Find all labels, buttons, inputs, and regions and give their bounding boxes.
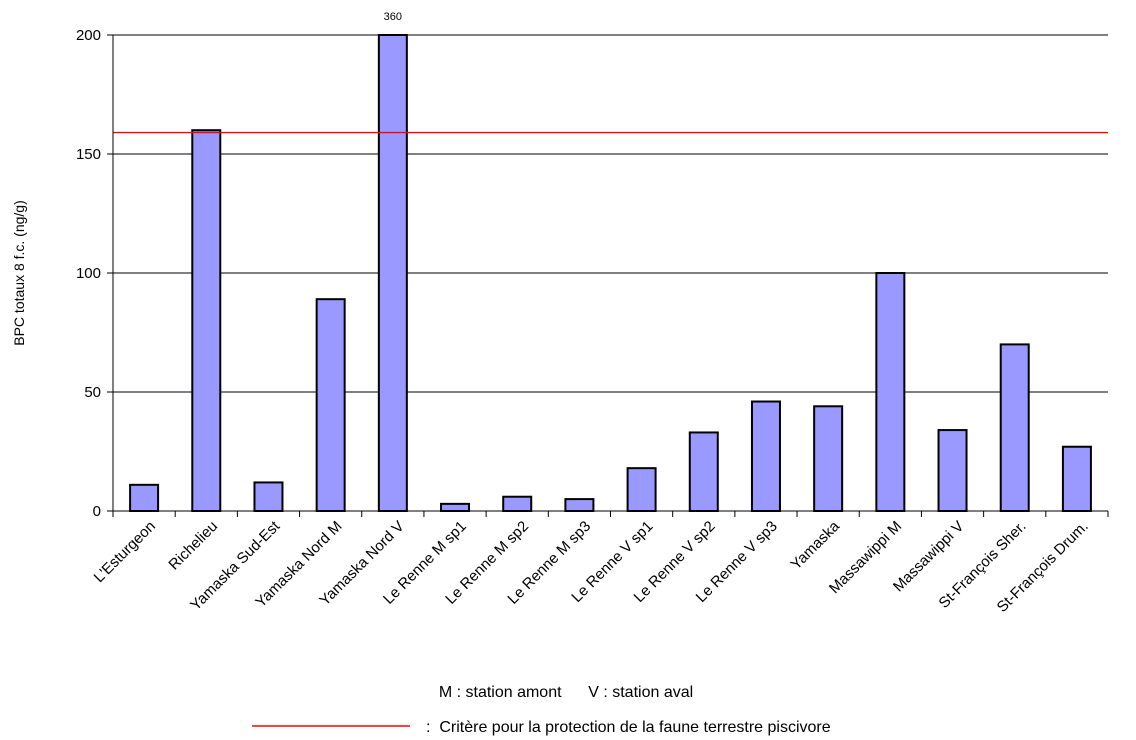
gridlines: [113, 34, 1108, 393]
y-tick-labels: 0 50 100 150 200: [76, 27, 113, 520]
overflow-value-label: 360: [384, 11, 402, 23]
bar: [688, 431, 719, 512]
y-tick-label: 50: [84, 384, 101, 401]
bar: [440, 502, 471, 512]
y-tick-label: 100: [76, 265, 101, 282]
x-tick-label: L'Esturgeon: [91, 518, 159, 586]
station-footnote: M : station amont V : station aval: [439, 684, 693, 701]
x-tick-label: Yamaska: [788, 517, 844, 573]
bar: [813, 405, 844, 512]
bar: [1061, 445, 1092, 512]
bar: [875, 272, 906, 512]
y-axis-label: BPC totaux 8 f.c. (ng/g): [11, 200, 27, 346]
bar: [377, 34, 408, 512]
bar: [253, 481, 284, 513]
bar: [191, 129, 222, 512]
bar: [750, 400, 781, 512]
bar: [564, 498, 595, 513]
bar: [315, 298, 346, 512]
bar: [502, 495, 533, 513]
y-tick-label: 150: [76, 146, 101, 163]
y-tick-label: 200: [76, 27, 101, 44]
bar: [999, 343, 1030, 512]
bar: [626, 467, 657, 513]
x-tick-label: Richelieu: [165, 518, 221, 574]
legend-label: : Critère pour la protection de la faune…: [426, 719, 831, 736]
bar: [129, 483, 160, 513]
bar: [937, 429, 968, 512]
y-tick-label: 0: [93, 503, 101, 520]
